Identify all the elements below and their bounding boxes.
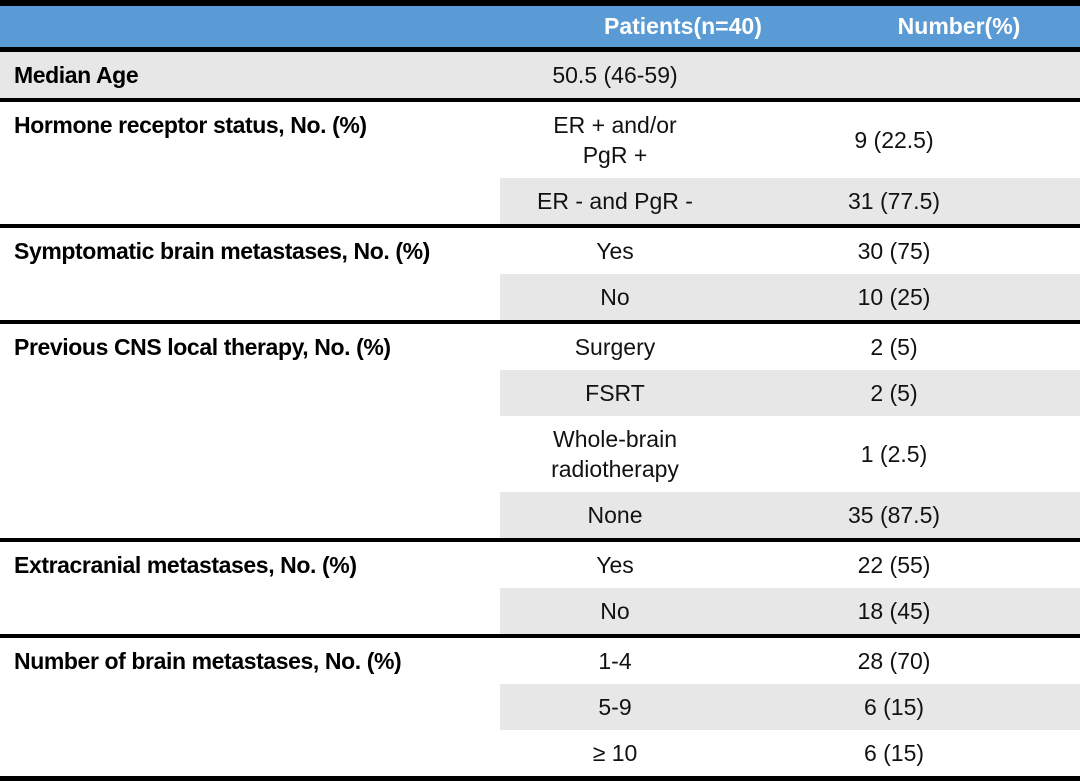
- value-cell: 50.5 (46-59): [552, 62, 678, 88]
- value-cell: FSRT: [585, 380, 645, 406]
- number-cell: 10 (25): [857, 284, 931, 310]
- value-cell: ER + and/or PgR +: [553, 112, 677, 168]
- value-cell: 5-9: [598, 694, 632, 720]
- row-label: Extracranial metastases, No. (%): [0, 540, 500, 636]
- row-label: Median Age: [0, 49, 500, 100]
- row-label: Number of brain metastases, No. (%): [0, 636, 500, 780]
- number-cell: 9 (22.5): [854, 127, 934, 153]
- column-header-patients: Patients(n=40): [500, 3, 762, 52]
- value-cell: No: [600, 284, 630, 310]
- number-cell: 28 (70): [857, 648, 931, 674]
- table-row: Symptomatic brain metastases, No. (%) Yes…: [0, 226, 1080, 322]
- value-cell: Surgery: [574, 334, 656, 360]
- value-cell: ≥ 10: [592, 740, 638, 766]
- row-label: Symptomatic brain metastases, No. (%): [0, 226, 500, 322]
- number-cell: 6 (15): [863, 694, 925, 720]
- number-cell: 22 (55): [857, 552, 931, 578]
- value-cell: Yes: [596, 238, 634, 264]
- number-cell: 6 (15): [863, 740, 925, 766]
- value-cell: ER - and PgR -: [537, 188, 693, 214]
- header-corner-cell: [0, 3, 500, 52]
- value-cell: None: [587, 502, 643, 528]
- table-header-row: Patients(n=40) Number(%): [0, 3, 1080, 52]
- number-cell: [730, 50, 1080, 101]
- table-row: Whole-brain radiotherapy 1 (2.5): [0, 416, 1080, 492]
- table-row: Previous CNS local therapy, No. (%) Surge…: [0, 322, 1080, 540]
- number-cell: 30 (75): [857, 238, 931, 264]
- column-header-number: Number(%): [730, 3, 1080, 52]
- table-row: ≥ 10 6 (15): [0, 730, 1080, 780]
- number-cell: 2 (5): [870, 380, 918, 406]
- number-cell: 35 (87.5): [847, 502, 941, 528]
- row-label: Previous CNS local therapy, No. (%): [0, 322, 500, 540]
- table-body: Median Age 50.5 (46-59) Hormone receptor s…: [0, 49, 1080, 780]
- number-cell: 18 (45): [857, 598, 931, 624]
- number-cell: 2 (5): [870, 334, 918, 360]
- value-cell: No: [600, 598, 630, 624]
- table-row: Median Age 50.5 (46-59): [0, 49, 1080, 101]
- number-cell: 31 (77.5): [847, 188, 941, 214]
- value-cell: Whole-brain radiotherapy: [551, 426, 679, 482]
- table-row: Number of brain metastases, No. (%) 1-4 28…: [0, 636, 1080, 780]
- table-row: Extracranial metastases, No. (%) Yes 22 (5…: [0, 540, 1080, 636]
- value-cell: 1-4: [598, 648, 632, 674]
- table-row: Hormone receptor status, No. (%) ER + and…: [0, 100, 1080, 226]
- row-label: Hormone receptor status, No. (%): [0, 100, 500, 226]
- value-cell: Yes: [596, 552, 634, 578]
- number-cell: 1 (2.5): [860, 441, 928, 467]
